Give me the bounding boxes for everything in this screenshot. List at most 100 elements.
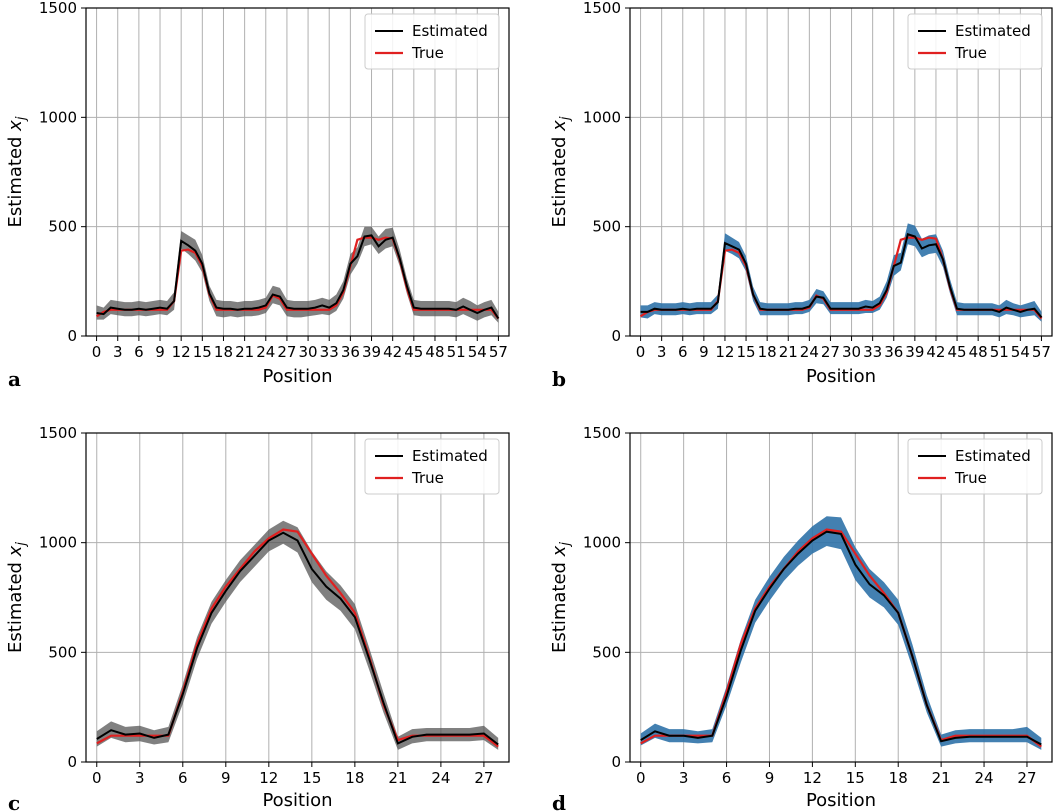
x-tick-label: 3 [135, 769, 145, 787]
y-tick-label: 500 [592, 643, 621, 661]
x-tick-label: 6 [722, 769, 732, 787]
series-line-true [640, 528, 1042, 748]
chart-panel-b: 0 3 6 9 12 15 18 21 24 27 30 33 36 39 42 45 48 51 54 57 050… [549, 0, 1053, 391]
x-tick-label: 30 [299, 343, 318, 361]
y-tick-label: 500 [48, 643, 77, 661]
x-tick-label: 18 [214, 343, 233, 361]
x-axis-label: Position [262, 366, 332, 387]
y-tick-label: 500 [592, 218, 621, 236]
y-tick-label: 0 [67, 753, 77, 771]
y-tick-label: 1500 [583, 0, 621, 17]
x-tick-label: 27 [821, 343, 840, 361]
x-tick-label: 24 [800, 343, 819, 361]
y-tick-label: 1000 [39, 108, 77, 126]
series-line-estimated [640, 530, 1042, 746]
plot-frame [629, 7, 1053, 337]
y-tick-label: 1000 [583, 534, 621, 552]
legend-label-estimated: Estimated [955, 22, 1031, 40]
x-tick-label: 18 [758, 343, 777, 361]
legend: Estimated True [907, 13, 1043, 70]
chart-panel-c: 0 3 6 9 12 15 18 21 24 27 0 500 1000 1500 Position E… [5, 424, 510, 811]
x-tick-label: 6 [134, 343, 144, 361]
x-tick-label: 48 [969, 343, 988, 361]
x-tick-label: 51 [990, 343, 1009, 361]
x-tick-label: 15 [737, 343, 756, 361]
legend-label-estimated: Estimated [412, 447, 488, 465]
x-tick-label: 9 [699, 343, 709, 361]
x-tick-label: 42 [383, 343, 402, 361]
x-tick-label: 0 [92, 769, 102, 787]
y-axis-ticks: 0 500 1000 1500 [583, 424, 630, 771]
y-axis-label: Estimated xj [549, 542, 573, 653]
x-axis-label: Position [806, 790, 876, 811]
x-tick-label: 21 [932, 769, 951, 787]
legend-box [907, 13, 1043, 70]
x-tick-label: 12 [172, 343, 191, 361]
x-tick-label: 12 [803, 769, 822, 787]
x-tick-label: 54 [468, 343, 487, 361]
x-tick-label: 27 [277, 343, 296, 361]
legend: Estimated True [364, 438, 500, 495]
x-tick-label: 9 [221, 769, 231, 787]
x-tick-label: 15 [193, 343, 212, 361]
legend-label-true: True [954, 44, 987, 62]
x-tick-label: 9 [765, 769, 775, 787]
x-tick-label: 39 [905, 343, 924, 361]
x-tick-label: 57 [1032, 343, 1051, 361]
x-tick-label: 21 [388, 769, 407, 787]
x-tick-label: 39 [362, 343, 381, 361]
y-axis-label: Estimated xj [5, 542, 29, 653]
x-tick-label: 0 [636, 343, 646, 361]
uncertainty-band [640, 516, 1042, 750]
y-tick-label: 0 [67, 327, 77, 345]
legend: Estimated True [364, 13, 500, 70]
x-tick-label: 0 [92, 343, 102, 361]
uncertainty-band [640, 223, 1042, 322]
x-tick-label: 0 [636, 769, 646, 787]
y-axis-ticks: 0 500 1000 1500 [39, 424, 86, 771]
x-tick-label: 12 [715, 343, 734, 361]
x-tick-label: 42 [926, 343, 945, 361]
series-line-estimated [96, 531, 499, 746]
x-axis-label: Position [262, 790, 332, 811]
y-tick-label: 1000 [583, 108, 621, 126]
x-tick-label: 3 [113, 343, 123, 361]
legend-label-estimated: Estimated [412, 22, 488, 40]
x-tick-label: 24 [431, 769, 450, 787]
x-tick-label: 6 [178, 769, 188, 787]
y-axis-ticks: 0 500 1000 1500 [39, 0, 86, 345]
y-tick-label: 1500 [39, 0, 77, 17]
plot-frame [85, 7, 510, 337]
y-tick-label: 0 [611, 753, 621, 771]
legend-label-true: True [954, 469, 987, 487]
y-tick-label: 1500 [583, 424, 621, 442]
x-axis-ticks: 0 3 6 9 12 15 18 21 24 27 30 33 36 39 42 45 48 51 54 57 [92, 336, 508, 361]
chart-panel-a: 0 3 6 9 12 15 18 21 24 27 30 33 36 39 42 45 48 51 54 57 050… [5, 0, 510, 391]
y-tick-label: 500 [48, 218, 77, 236]
series-line-estimated [96, 234, 500, 320]
x-tick-label: 27 [474, 769, 493, 787]
series-line-true [96, 528, 499, 748]
panel-label: d [552, 791, 566, 811]
x-tick-label: 54 [1011, 343, 1030, 361]
x-tick-label: 12 [259, 769, 278, 787]
legend-label-true: True [411, 469, 444, 487]
y-axis-ticks: 0 500 1000 1500 [583, 0, 630, 345]
panel-label: a [8, 367, 21, 391]
legend-label-estimated: Estimated [955, 447, 1031, 465]
x-tick-label: 3 [679, 769, 689, 787]
x-axis-label: Position [806, 366, 876, 387]
plot-frame [629, 432, 1053, 763]
x-tick-label: 18 [889, 769, 908, 787]
x-tick-label: 15 [302, 769, 321, 787]
plot-frame [85, 432, 510, 763]
x-tick-label: 21 [779, 343, 798, 361]
x-axis-ticks: 0 3 6 9 12 15 18 21 24 27 [636, 762, 1037, 787]
uncertainty-band [96, 520, 499, 750]
x-tick-label: 15 [846, 769, 865, 787]
x-axis-ticks: 0 3 6 9 12 15 18 21 24 27 30 33 36 39 42 45 48 51 54 57 [636, 336, 1051, 361]
x-tick-label: 51 [447, 343, 466, 361]
x-tick-label: 36 [341, 343, 360, 361]
x-tick-label: 57 [489, 343, 508, 361]
x-axis-ticks: 0 3 6 9 12 15 18 21 24 27 [92, 762, 493, 787]
